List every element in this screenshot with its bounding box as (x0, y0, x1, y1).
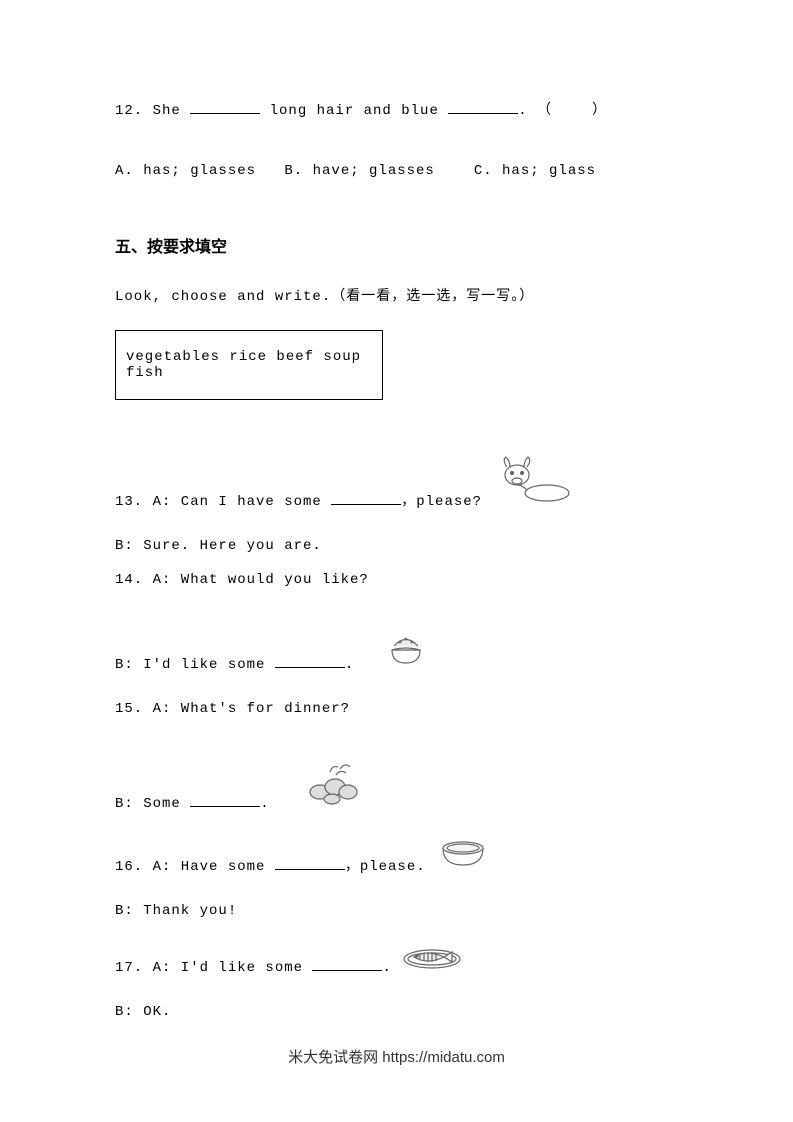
option-c[interactable]: C. has; glass (474, 160, 596, 182)
q12-prefix: 12. She (115, 103, 190, 119)
q12-suffix: . （ (518, 103, 552, 119)
q15-blank[interactable] (190, 793, 260, 807)
question-14-a: 14. A: What would you like? (115, 572, 678, 588)
q14-b-suffix: . (345, 657, 354, 673)
q15-b-prefix: B: Some (115, 796, 190, 812)
q14-b-prefix: B: I'd like some (115, 657, 275, 673)
q12-blank-2[interactable] (448, 100, 518, 114)
q13-blank[interactable] (331, 491, 401, 505)
question-13-b: B: Sure. Here you are. (115, 538, 678, 554)
q12-end: ） (592, 103, 607, 119)
question-16-a: 16. A: Have some ，please. (115, 840, 678, 875)
rice-bowl-icon (384, 628, 429, 673)
question-17-a: 17. A: I'd like some . (115, 939, 678, 976)
question-13-a: 13. A: Can I have some ，please? (115, 455, 678, 510)
q15-b-suffix: . (260, 796, 269, 812)
q13-a-prefix: 13. A: Can I have some (115, 494, 331, 510)
q12-blank-1[interactable] (190, 100, 260, 114)
q17-a-suffix: . (382, 960, 391, 976)
q17-blank[interactable] (312, 957, 382, 971)
question-12: 12. She long hair and blue . （ ） (115, 100, 678, 122)
section-5-instruction: Look, choose and write.（看一看，选一选，写一写。） (115, 285, 678, 305)
section-5-title: 五、按要求填空 (115, 233, 678, 257)
option-b[interactable]: B. have; glasses (284, 160, 464, 182)
option-a[interactable]: A. has; glasses (115, 160, 275, 182)
q13-a-suffix: ，please? (401, 494, 482, 510)
question-17-b: B: OK. (115, 1004, 678, 1020)
footer-text: 米大免试卷网 https://midatu.com (0, 1046, 793, 1067)
q17-a-prefix: 17. A: I'd like some (115, 960, 312, 976)
soup-bowl-icon (436, 840, 491, 875)
question-14-b: B: I'd like some . (115, 628, 678, 673)
question-16-b: B: Thank you! (115, 903, 678, 919)
q16-blank[interactable] (275, 856, 345, 870)
word-box: vegetables rice beef soup fish (115, 330, 383, 400)
vegetables-icon (300, 757, 370, 812)
fish-plate-icon (402, 939, 462, 976)
question-12-options: A. has; glasses B. have; glasses C. has;… (115, 160, 678, 182)
beef-cow-icon (492, 455, 572, 510)
q12-mid: long hair and blue (260, 103, 448, 119)
question-15-b: B: Some . (115, 757, 678, 812)
question-15-a: 15. A: What's for dinner? (115, 701, 678, 717)
q14-blank[interactable] (275, 654, 345, 668)
q16-a-prefix: 16. A: Have some (115, 859, 275, 875)
q16-a-suffix: ，please. (345, 859, 426, 875)
